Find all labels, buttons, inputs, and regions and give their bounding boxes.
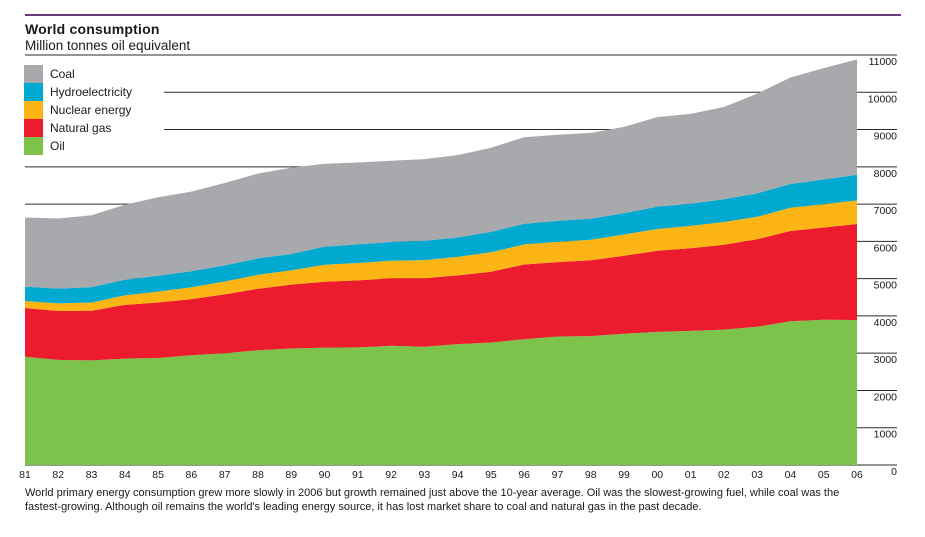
x-axis-label: 96: [518, 469, 530, 481]
x-axis-label: 85: [152, 469, 164, 481]
legend-label: Nuclear energy: [50, 103, 132, 117]
legend-item-natural-gas: Natural gas: [24, 119, 132, 137]
x-axis-label: 86: [186, 469, 198, 481]
y-axis-label: 8000: [874, 168, 898, 180]
x-axis-label: 97: [552, 469, 564, 481]
x-axis-label: 03: [751, 469, 763, 481]
x-axis-label: 82: [52, 469, 64, 481]
y-axis-label: 3000: [874, 354, 898, 366]
x-axis-label: 06: [851, 469, 863, 481]
legend-swatch-coal: [24, 65, 43, 83]
top-purple-rule: [25, 14, 901, 16]
x-axis-label: 84: [119, 469, 131, 481]
legend-item-hydroelectricity: Hydroelectricity: [24, 83, 132, 101]
y-axis-label: 9000: [874, 131, 898, 143]
area-coal: [25, 59, 857, 289]
y-axis-label: 2000: [874, 391, 898, 403]
y-axis-label: 7000: [874, 205, 898, 217]
legend-label: Oil: [50, 139, 65, 153]
y-axis-label: 10000: [868, 93, 897, 105]
area-hydroelectricity: [25, 174, 857, 304]
legend-item-coal: Coal: [24, 65, 132, 83]
legend-swatch-natural-gas: [24, 119, 43, 137]
x-axis-label: 04: [785, 469, 797, 481]
x-axis-label: 93: [419, 469, 431, 481]
x-axis-label: 05: [818, 469, 830, 481]
y-axis-label: 11000: [869, 56, 898, 68]
legend-item-oil: Oil: [24, 137, 132, 155]
y-axis-label: 1000: [874, 429, 898, 441]
x-axis-label: 95: [485, 469, 497, 481]
y-axis-label: 0: [891, 466, 897, 478]
y-axis-label: 6000: [874, 242, 898, 254]
x-axis-label: 94: [452, 469, 464, 481]
legend-swatch-hydroelectricity: [24, 83, 43, 101]
x-axis-label: 90: [319, 469, 331, 481]
x-axis-label: 01: [685, 469, 697, 481]
x-axis-label: 81: [19, 469, 31, 481]
x-axis-label: 00: [651, 469, 663, 481]
area-nuclear-energy: [25, 200, 857, 311]
x-axis-label: 89: [285, 469, 297, 481]
x-axis-label: 02: [718, 469, 730, 481]
legend-item-nuclear-energy: Nuclear energy: [24, 101, 132, 119]
y-axis-label: 4000: [874, 317, 898, 329]
area-natural-gas: [25, 224, 857, 361]
legend-label: Hydroelectricity: [50, 85, 133, 99]
area-oil: [25, 319, 857, 465]
chart-caption: World primary energy consumption grew mo…: [25, 487, 840, 513]
legend-label: Coal: [50, 67, 75, 81]
x-axis-label: 88: [252, 469, 264, 481]
chart-subtitle: Million tonnes oil equivalent: [25, 38, 191, 53]
x-axis-label: 87: [219, 469, 231, 481]
chart-title: World consumption: [25, 21, 160, 37]
legend: Coal Hydroelectricity Nuclear energy Natura…: [24, 65, 165, 155]
legend-label: Natural gas: [50, 121, 112, 135]
x-axis-label: 99: [618, 469, 630, 481]
x-axis-label: 83: [86, 469, 98, 481]
x-axis-label: 92: [385, 469, 397, 481]
legend-swatch-nuclear-energy: [24, 101, 43, 119]
y-axis-label: 5000: [874, 280, 898, 292]
x-axis-label: 91: [352, 469, 364, 481]
legend-swatch-oil: [24, 137, 43, 155]
x-axis-label: 98: [585, 469, 597, 481]
